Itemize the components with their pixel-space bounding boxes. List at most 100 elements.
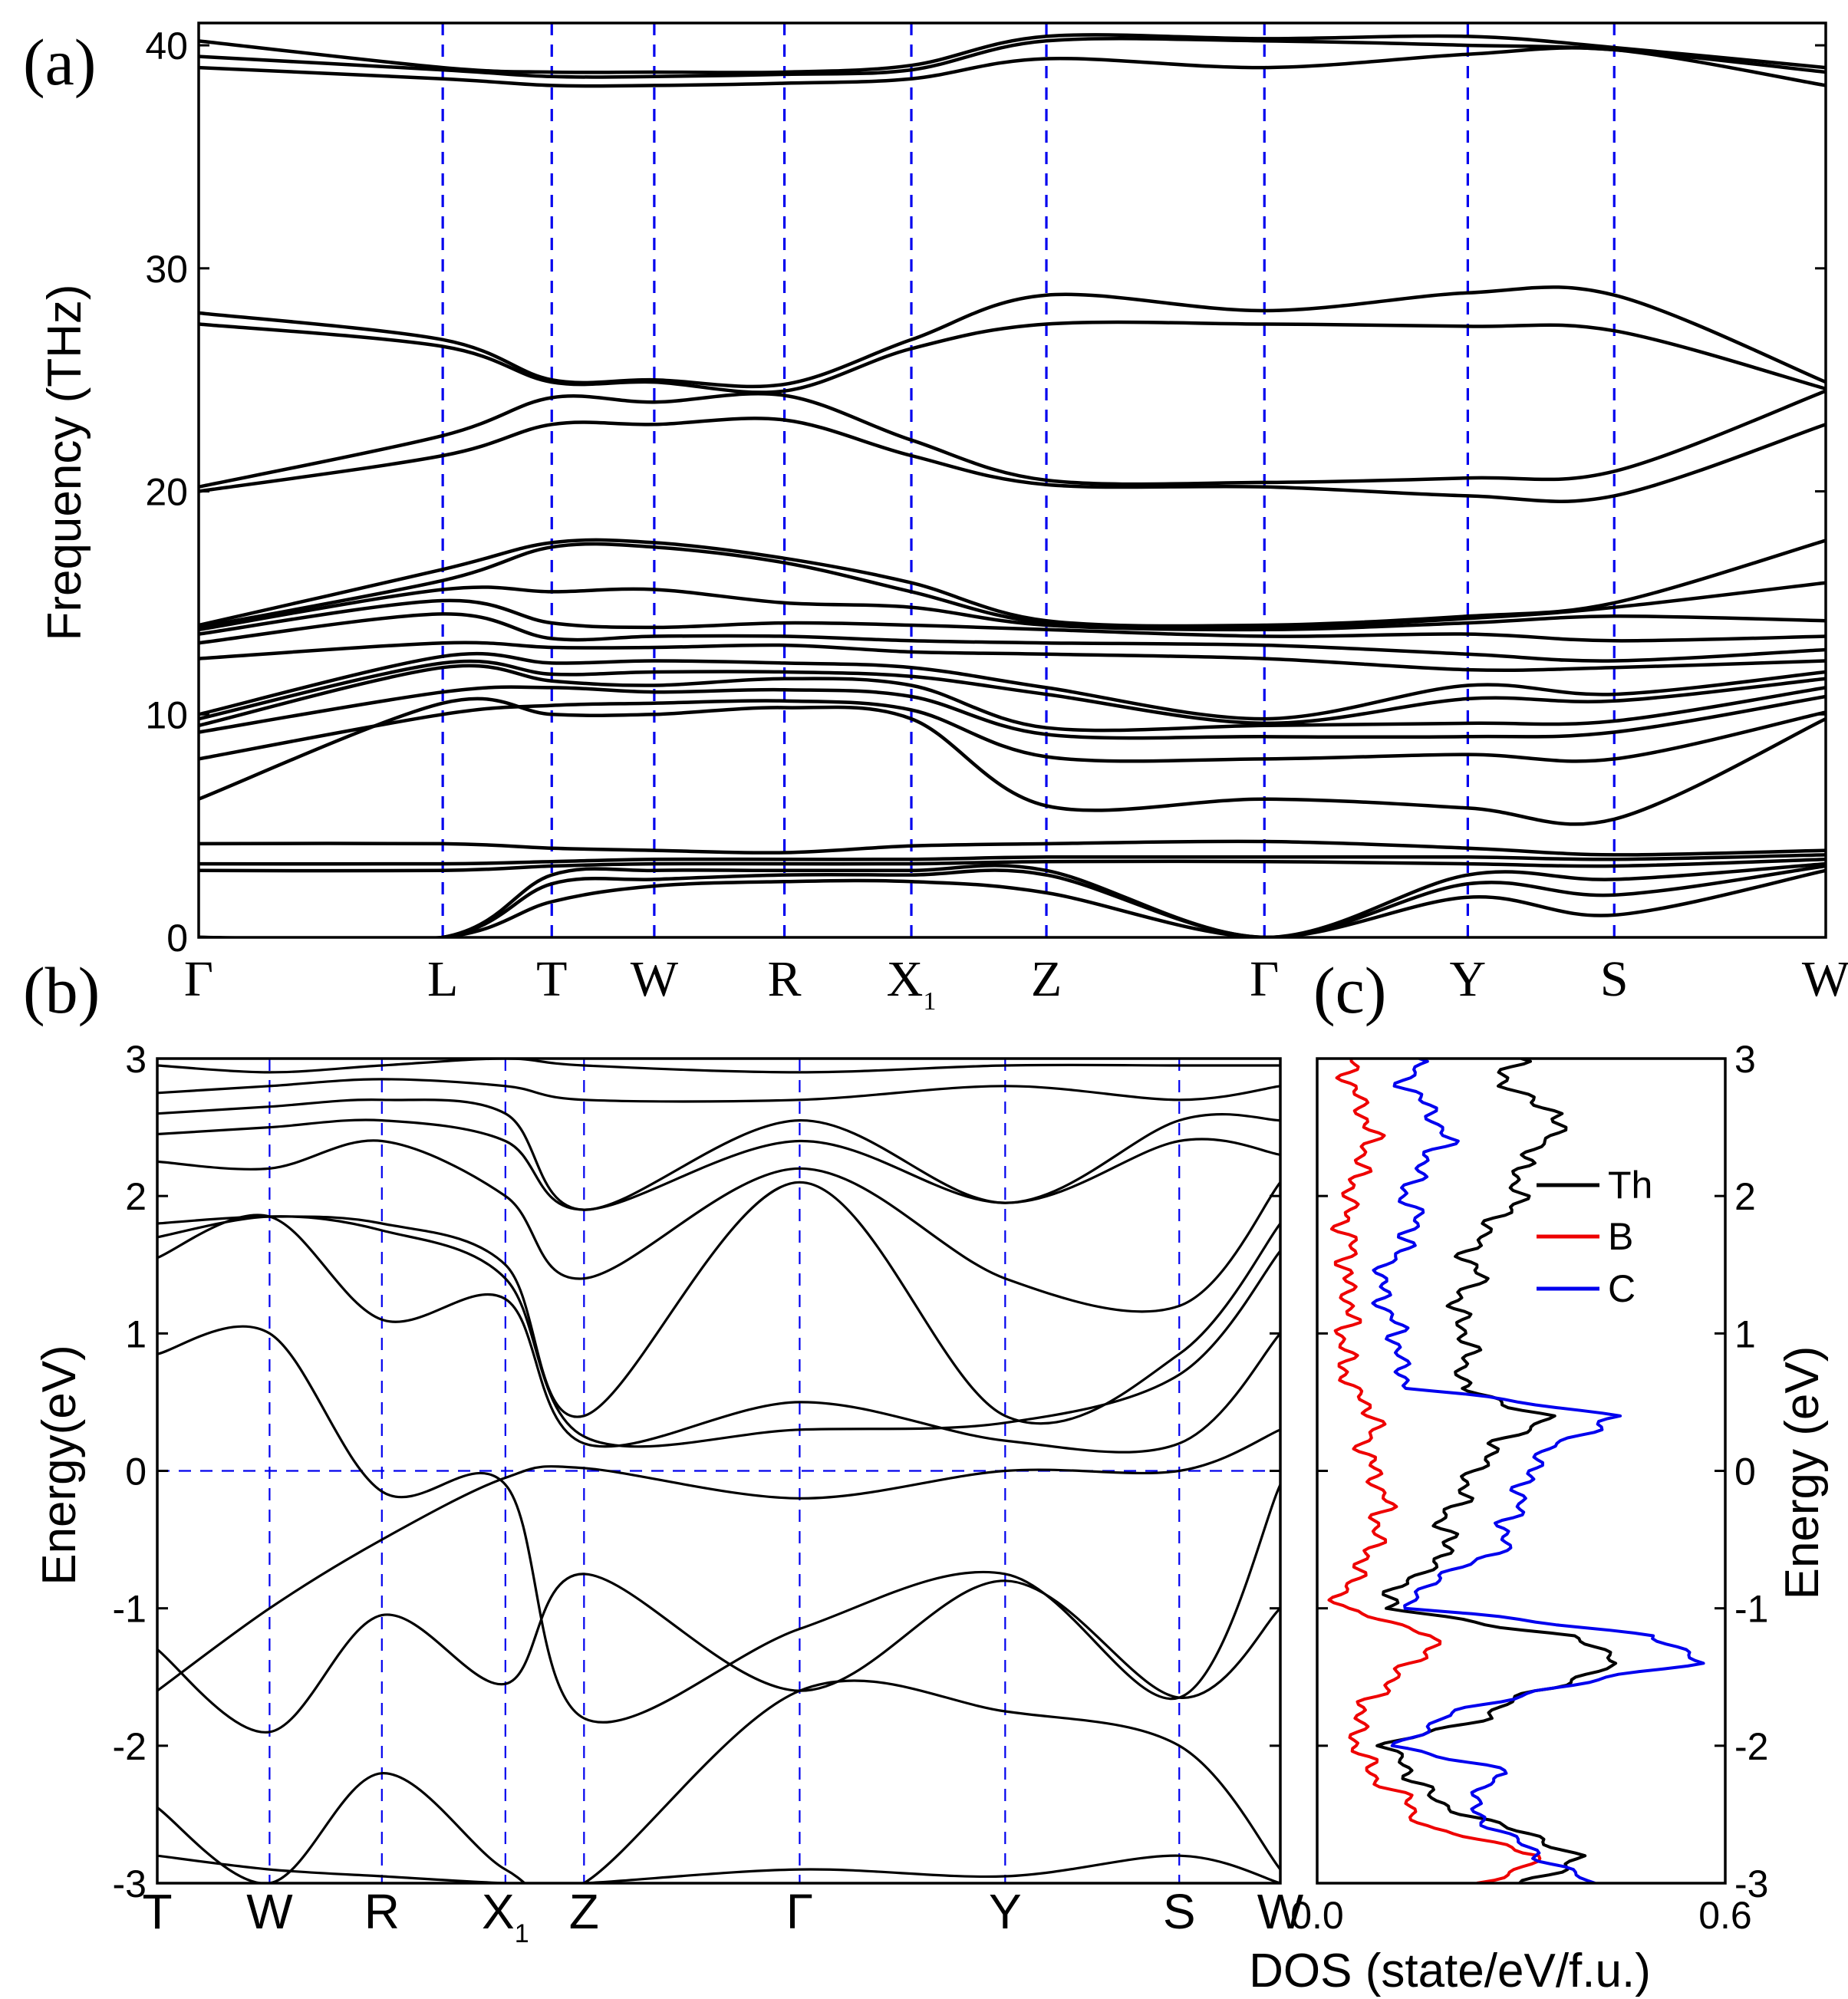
band-3 (157, 1325, 1280, 1724)
band-0 (157, 1854, 1280, 1883)
legend-label-B: B (1608, 1215, 1633, 1258)
y-tick-label: 3 (1734, 1038, 1756, 1081)
legend-label-Th: Th (1608, 1164, 1652, 1207)
y-tick-label: 20 (145, 471, 188, 514)
x-tick-label: 0.0 (1290, 1894, 1344, 1937)
y-tick-label: -1 (1734, 1588, 1768, 1631)
kpoint-letter: R (364, 1884, 400, 1939)
kpoint-label: W (246, 1884, 293, 1939)
band-23 (199, 37, 1826, 79)
band-19 (199, 389, 1826, 489)
band-11 (157, 1078, 1280, 1103)
panel-c-ylabel: Energy (eV) (1776, 1346, 1829, 1600)
kpoint-letter: X (887, 951, 924, 1007)
kpoint-letter: S (1600, 951, 1629, 1007)
band-4 (157, 1428, 1280, 1692)
band-21 (199, 285, 1826, 389)
y-tick-label: 3 (125, 1038, 147, 1081)
y-tick-label: -2 (113, 1725, 147, 1768)
band-7 (157, 1181, 1280, 1425)
kpoint-label: R (364, 1884, 400, 1939)
kpoint-letter: R (768, 951, 802, 1007)
kpoint-subscript: 1 (515, 1919, 529, 1948)
y-tick-label: 10 (145, 693, 188, 736)
band-7 (199, 699, 1826, 763)
band-8 (157, 1139, 1280, 1313)
panel-c-label: (c) (1313, 953, 1386, 1027)
band-15 (199, 585, 1826, 632)
panel-a-label: (a) (23, 25, 96, 99)
y-tick-label: -2 (1734, 1725, 1768, 1768)
band-lines (157, 1059, 1280, 1883)
y-tick-label: 1 (1734, 1312, 1756, 1355)
panel-a-ylabel: Frequency (THz) (38, 284, 91, 641)
kpoint-label: Y (989, 1884, 1022, 1939)
band-10 (157, 1098, 1280, 1211)
kpoint-label: X1 (482, 1884, 529, 1948)
kpoint-label: S (1163, 1884, 1196, 1939)
panel-b-ylabel: Energy(eV) (33, 1345, 86, 1586)
band-5 (157, 1214, 1280, 1454)
kpoint-letter: Z (569, 1884, 599, 1939)
y-tick-label: 1 (125, 1312, 147, 1355)
kpoint-label: W (1257, 1884, 1304, 1939)
band-14 (199, 598, 1826, 643)
band-4 (199, 853, 1826, 866)
band-17 (199, 538, 1826, 628)
kpoint-letter: W (631, 951, 679, 1007)
band-8 (199, 685, 1826, 740)
band-1 (157, 1679, 1280, 1883)
y-tick-label: -3 (1734, 1862, 1768, 1905)
band-1 (199, 864, 1826, 937)
kpoint-letter: Z (1031, 951, 1062, 1007)
y-tick-label: 2 (125, 1175, 147, 1218)
kpoint-letter: W (1257, 1884, 1304, 1939)
y-tick-label: 0 (1734, 1451, 1756, 1493)
y-tick-label: 2 (1734, 1175, 1756, 1218)
kpoint-label: Γ (786, 1884, 813, 1939)
kpoint-letter: Y (989, 1884, 1022, 1939)
kpoint-letter: W (1802, 951, 1848, 1007)
band-3 (199, 857, 1826, 873)
y-tick-label: -3 (113, 1862, 147, 1905)
kpoint-label: Z (569, 1884, 599, 1939)
band-6 (157, 1215, 1280, 1448)
y-tick-label: 30 (145, 248, 188, 291)
kpoint-label: R (768, 951, 802, 1007)
band-5 (199, 839, 1826, 857)
dos-lines (1327, 1059, 1705, 1883)
kpoint-label: Γ (184, 951, 213, 1007)
dos-series-C (1371, 1059, 1705, 1883)
kpoint-letter: Y (1450, 951, 1487, 1007)
kpoint-label: T (536, 951, 567, 1007)
plot-frame (197, 21, 1827, 939)
y-tick-label: 0 (125, 1451, 147, 1493)
dos-series-Th (1375, 1059, 1618, 1883)
kpoint-label: Y (1450, 951, 1487, 1007)
kpoint-label: W (631, 951, 679, 1007)
kpoint-letter: Γ (786, 1884, 813, 1939)
band-10 (199, 659, 1826, 726)
kpoint-label: Z (1031, 951, 1062, 1007)
band-18 (199, 417, 1826, 503)
legend-label-C: C (1608, 1267, 1636, 1310)
kpoint-letter: S (1163, 1884, 1196, 1939)
kpoint-label: T (142, 1884, 172, 1939)
band-24 (199, 33, 1826, 74)
band-0 (199, 868, 1826, 937)
kpoint-letter: T (142, 1884, 172, 1939)
y-tick-label: 40 (145, 25, 188, 68)
kpoint-label: W (1802, 951, 1848, 1007)
kpoint-label: Γ (1250, 951, 1279, 1007)
panel-b-band-structure: -3 -2 -1 0 1 2 3 T W R X1 Z Γ Y S W (113, 1038, 1304, 1948)
band-6 (199, 697, 1826, 826)
kpoint-letter: Γ (184, 951, 213, 1007)
band-9 (199, 664, 1826, 733)
kpoint-label: X1 (887, 951, 937, 1016)
band-12 (157, 1059, 1280, 1074)
band-2 (157, 1573, 1280, 1734)
y-tick-label: -1 (113, 1588, 147, 1631)
kpoint-label: L (427, 951, 458, 1007)
y-tick-label: 0 (166, 917, 188, 960)
